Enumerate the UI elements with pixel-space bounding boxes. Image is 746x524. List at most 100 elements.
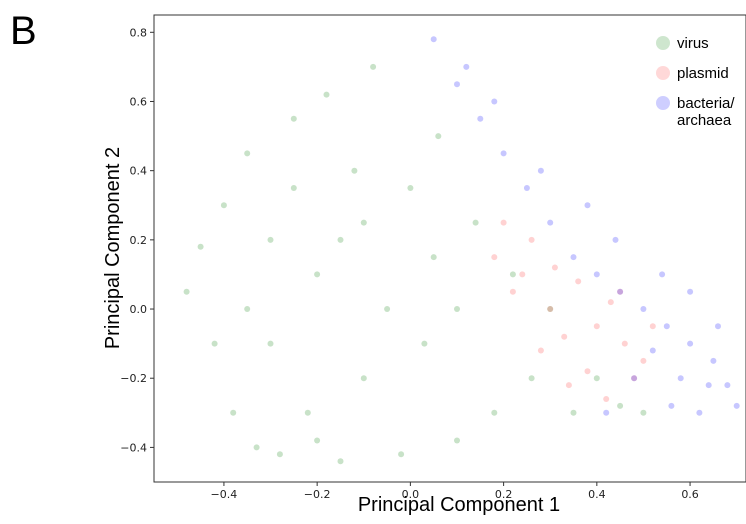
y-tick-label: −0.4	[120, 441, 147, 454]
scatter-point-series-2-3	[500, 150, 507, 157]
scatter-point-series-1-6	[593, 323, 600, 330]
legend-label: archaea	[677, 112, 732, 129]
scatter-point-series-2-27	[715, 323, 721, 330]
legend-marker	[656, 96, 670, 110]
scatter-point-series-0-30	[617, 402, 624, 409]
scatter-point-series-0-27	[547, 306, 554, 312]
scatter-point-series-0-28	[570, 409, 577, 416]
x-tick-label: −0.2	[304, 488, 331, 501]
scatter-point-series-2-18	[631, 375, 638, 382]
scatter-point-series-0-37	[290, 185, 297, 191]
scatter-point-series-2-6	[570, 254, 577, 261]
x-axis-title: Principal Component 1	[358, 494, 560, 516]
scatter-point-series-2-14	[733, 402, 740, 409]
scatter-point-series-0-9	[290, 115, 297, 122]
x-tick-label: 0.6	[681, 488, 699, 501]
scatter-point-series-0-0	[183, 288, 190, 295]
scatter-point-series-0-14	[351, 167, 358, 174]
scatter-point-series-2-29	[705, 382, 712, 389]
scatter-point-series-1-4	[561, 333, 568, 340]
scatter-point-series-0-39	[454, 306, 460, 312]
y-tick-label: −0.2	[120, 372, 147, 385]
scatter-point-series-0-3	[220, 202, 227, 209]
legend-marker	[656, 36, 670, 50]
scatter-point-series-0-4	[230, 409, 237, 416]
y-axis-title: Principal Component 2	[102, 147, 124, 349]
legend-label: bacteria/	[677, 95, 735, 112]
scatter-point-series-0-7	[267, 236, 274, 243]
x-tick-label: −0.4	[211, 488, 238, 501]
scatter-point-series-0-13	[337, 458, 344, 465]
scatter-point-series-0-29	[593, 375, 600, 382]
scatter-point-series-0-22	[454, 437, 460, 444]
scatter-point-series-1-15	[631, 375, 638, 382]
scatter-point-series-0-36	[244, 306, 251, 312]
scatter-point-series-0-33	[314, 437, 321, 444]
scatter-point-series-1-3	[547, 306, 554, 312]
scatter-point-series-1-12	[537, 347, 544, 354]
scatter-point-series-0-5	[244, 150, 251, 157]
scatter-point-series-1-5	[575, 278, 582, 285]
scatter-point-series-0-38	[337, 236, 344, 243]
scatter-point-series-2-21	[491, 98, 498, 105]
scatter-point-series-2-4	[523, 185, 530, 191]
scatter-point-series-0-21	[435, 133, 442, 140]
y-tick-label: 0.6	[130, 95, 148, 108]
scatter-point-series-1-11	[565, 382, 572, 389]
scatter-point-series-1-8	[621, 340, 628, 347]
scatter-point-series-0-35	[430, 254, 437, 261]
scatter-point-series-2-25	[659, 271, 666, 278]
scatter-point-series-2-28	[668, 402, 675, 409]
scatter-point-series-1-7	[607, 299, 614, 306]
y-tick-label: 0.4	[130, 165, 148, 178]
scatter-point-series-2-0	[430, 36, 437, 43]
y-tick-label: 0.0	[130, 303, 148, 316]
scatter-point-series-2-16	[677, 375, 684, 382]
scatter-point-series-2-8	[617, 288, 624, 295]
scatter-point-series-2-9	[640, 306, 647, 312]
scatter-point-series-0-18	[398, 451, 405, 458]
scatter-point-series-0-32	[267, 340, 274, 347]
scatter-point-series-0-11	[314, 271, 321, 278]
scatter-point-series-0-10	[304, 409, 311, 416]
scatter-point-series-0-26	[528, 375, 535, 382]
scatter-point-series-0-19	[407, 185, 414, 191]
x-tick-label: 0.4	[588, 488, 606, 501]
scatter-point-series-1-0	[491, 254, 498, 261]
scatter-point-series-1-10	[584, 368, 591, 375]
scatter-point-series-0-20	[421, 340, 428, 347]
scatter-point-series-2-24	[612, 236, 619, 243]
scatter-point-series-1-13	[519, 271, 526, 278]
scatter-point-series-2-10	[663, 323, 670, 330]
scatter-point-series-0-23	[472, 219, 479, 226]
scatter-point-series-2-2	[477, 115, 484, 122]
scatter-point-series-1-9	[640, 357, 647, 364]
scatter-point-series-1-14	[603, 396, 610, 402]
scatter-point-series-2-13	[724, 382, 731, 389]
scatter-point-series-1-1	[509, 288, 516, 295]
legend-label: plasmid	[677, 65, 729, 82]
scatter-point-series-0-16	[370, 63, 377, 70]
legend: virus plasmid bacteria/archaea	[656, 35, 735, 129]
scatter-point-series-0-2	[211, 340, 218, 347]
plot-frame	[153, 14, 746, 483]
legend-marker	[656, 66, 670, 80]
scatter-point-series-0-12	[323, 91, 330, 98]
scatter-point-series-1-19	[649, 323, 656, 330]
scatter-point-series-2-26	[687, 288, 694, 295]
scatter-point-series-1-17	[500, 219, 507, 226]
y-tick-label: 0.2	[130, 234, 148, 247]
scatter-point-series-2-11	[687, 340, 694, 347]
scatter-point-series-2-20	[463, 63, 470, 70]
x-axis-ticks: −0.4 −0.2 0.0 0.2 0.4 0.6	[211, 482, 699, 501]
scatter-point-series-1-2	[528, 236, 535, 243]
scatter-point-series-0-34	[360, 219, 367, 226]
scatter-point-series-0-8	[276, 451, 283, 458]
scatter-point-series-0-6	[253, 444, 260, 451]
scatter-point-series-0-25	[509, 271, 516, 278]
scatter-point-series-2-17	[649, 347, 656, 354]
scatter-point-series-2-22	[537, 167, 544, 174]
scatter-point-series-2-12	[710, 357, 717, 364]
scatter-point-series-0-17	[384, 306, 391, 312]
